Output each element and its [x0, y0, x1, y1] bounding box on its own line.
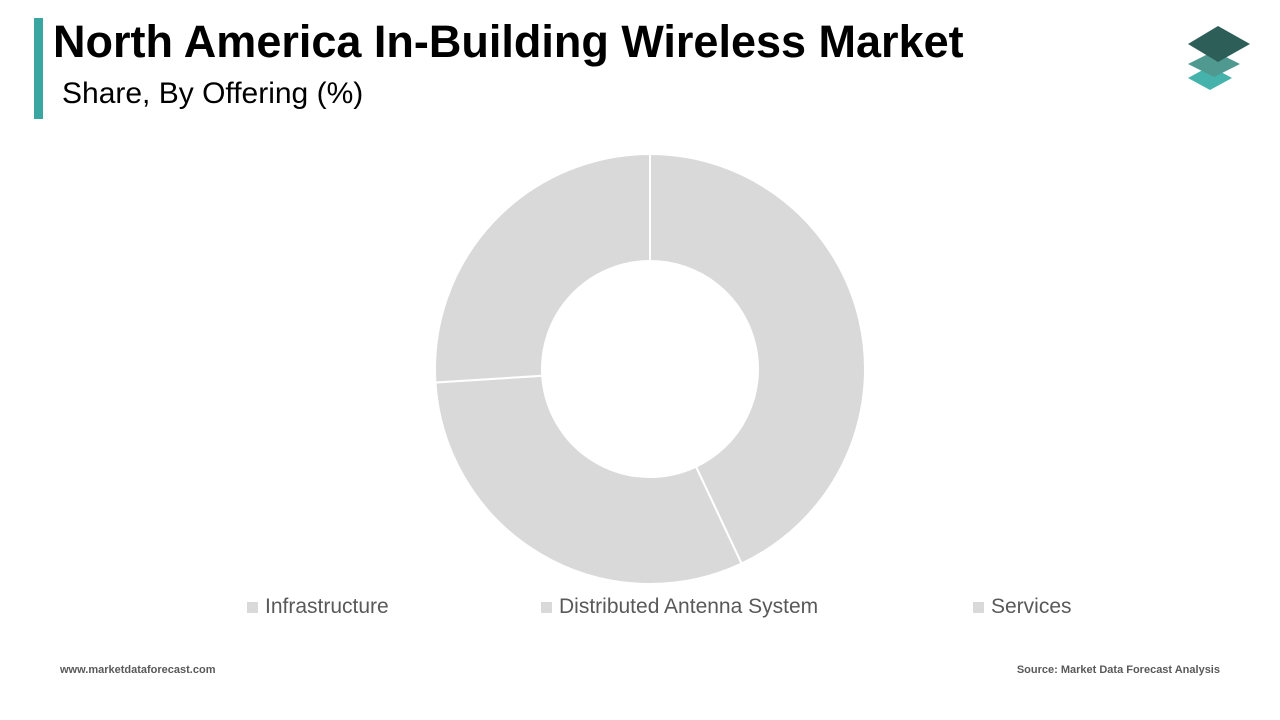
- layered-stack-icon: [1188, 26, 1250, 90]
- logo-layer-middle: [1188, 51, 1240, 77]
- legend-swatch: [247, 601, 258, 613]
- legend-label: Services: [991, 595, 1072, 618]
- title-accent-bar: [34, 18, 43, 119]
- legend-item: Services: [973, 595, 1072, 619]
- source-footer: Source: Market Data Forecast Analysis: [1016, 664, 1220, 676]
- page-title: North America In-Building Wireless Marke…: [53, 16, 964, 67]
- page-subtitle: Share, By Offering (%): [62, 77, 364, 110]
- donut-slice-infrastructure: [649, 152, 866, 565]
- legend-swatch: [541, 601, 552, 613]
- donut-slice-distributed-antenna-system: [434, 374, 743, 585]
- website-footer: www.marketdataforecast.com: [60, 664, 216, 676]
- legend-swatch: [973, 601, 984, 613]
- legend-item: Distributed Antenna System: [541, 595, 818, 619]
- legend-label: Infrastructure: [265, 595, 389, 618]
- donut-slice-services: [434, 152, 651, 384]
- logo-layer-top: [1188, 26, 1250, 62]
- chart-legend: Infrastructure Distributed Antenna System…: [0, 595, 1280, 621]
- legend-item: Infrastructure: [247, 595, 389, 619]
- legend-label: Distributed Antenna System: [559, 595, 819, 618]
